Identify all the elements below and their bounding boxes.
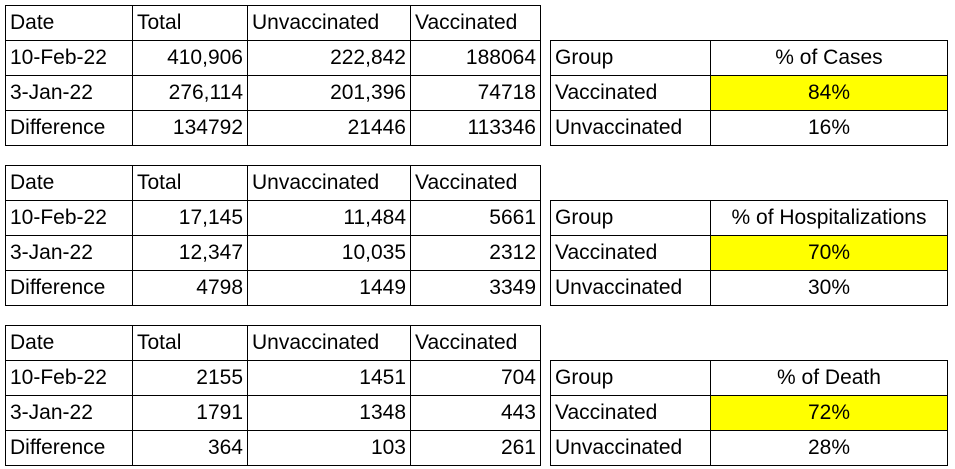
total-cell: 276,114 — [132, 75, 248, 111]
table-row: Difference 364 103 261 — [5, 430, 541, 466]
header-cell: Group — [550, 200, 711, 236]
vaccinated-cell: 74718 — [410, 75, 541, 111]
date-cell: Difference — [5, 270, 133, 306]
vaccinated-cell: 704 — [410, 360, 541, 396]
date-cell: 3-Jan-22 — [5, 395, 133, 431]
vaccinated-cell: 5661 — [410, 200, 541, 236]
table-row: Difference 134792 21446 113346 — [5, 110, 541, 146]
table-header-row: Group % of Hospitalizations — [550, 200, 948, 236]
table-header-row: Date Total Unvaccinated Vaccinated — [5, 5, 541, 41]
table-header-row: Group % of Cases — [550, 40, 948, 76]
table-row: 3-Jan-22 12,347 10,035 2312 — [5, 235, 541, 271]
deaths-data-table: Date Total Unvaccinated Vaccinated 10-Fe… — [5, 325, 541, 466]
table-row: 10-Feb-22 410,906 222,842 188064 — [5, 40, 541, 76]
table-row: Unvaccinated 30% — [550, 270, 948, 306]
group-cell: Unvaccinated — [550, 430, 711, 466]
header-cell: Vaccinated — [410, 165, 541, 201]
table-row: Difference 4798 1449 3349 — [5, 270, 541, 306]
header-cell: Unvaccinated — [247, 165, 411, 201]
hospitalizations-data-table: Date Total Unvaccinated Vaccinated 10-Fe… — [5, 165, 541, 306]
header-cell: Group — [550, 360, 711, 396]
unvaccinated-cell: 222,842 — [247, 40, 411, 76]
total-cell: 17,145 — [132, 200, 248, 236]
date-cell: Difference — [5, 430, 133, 466]
header-cell: Total — [132, 325, 248, 361]
date-cell: 10-Feb-22 — [5, 200, 133, 236]
unvaccinated-cell: 1451 — [247, 360, 411, 396]
vaccinated-cell: 3349 — [410, 270, 541, 306]
deaths-percent-table: Group % of Death Vaccinated 72% Unvaccin… — [550, 360, 948, 466]
unvaccinated-cell: 11,484 — [247, 200, 411, 236]
hospitalizations-percent-table: Group % of Hospitalizations Vaccinated 7… — [550, 200, 948, 306]
date-cell: 3-Jan-22 — [5, 75, 133, 111]
header-cell: Unvaccinated — [247, 325, 411, 361]
header-cell: Total — [132, 5, 248, 41]
cases-data-table: Date Total Unvaccinated Vaccinated 10-Fe… — [5, 5, 541, 146]
table-row: 10-Feb-22 17,145 11,484 5661 — [5, 200, 541, 236]
total-cell: 1791 — [132, 395, 248, 431]
table-header-row: Date Total Unvaccinated Vaccinated — [5, 325, 541, 361]
table-row: 3-Jan-22 276,114 201,396 74718 — [5, 75, 541, 111]
header-cell: % of Cases — [710, 40, 948, 76]
header-cell: % of Death — [710, 360, 948, 396]
percent-cell-highlighted: 72% — [710, 395, 948, 431]
table-row: 3-Jan-22 1791 1348 443 — [5, 395, 541, 431]
group-cell: Vaccinated — [550, 395, 711, 431]
header-cell: Date — [5, 325, 133, 361]
table-row: Vaccinated 72% — [550, 395, 948, 431]
vaccinated-cell: 113346 — [410, 110, 541, 146]
percent-cell-highlighted: 70% — [710, 235, 948, 271]
table-header-row: Date Total Unvaccinated Vaccinated — [5, 165, 541, 201]
unvaccinated-cell: 10,035 — [247, 235, 411, 271]
table-row: Unvaccinated 28% — [550, 430, 948, 466]
date-cell: 10-Feb-22 — [5, 360, 133, 396]
unvaccinated-cell: 1449 — [247, 270, 411, 306]
percent-cell-highlighted: 84% — [710, 75, 948, 111]
total-cell: 364 — [132, 430, 248, 466]
date-cell: 3-Jan-22 — [5, 235, 133, 271]
table-row: Vaccinated 70% — [550, 235, 948, 271]
percent-cell: 16% — [710, 110, 948, 146]
header-cell: Unvaccinated — [247, 5, 411, 41]
group-cell: Vaccinated — [550, 75, 711, 111]
vaccinated-cell: 2312 — [410, 235, 541, 271]
cases-percent-table: Group % of Cases Vaccinated 84% Unvaccin… — [550, 40, 948, 146]
table-row: 10-Feb-22 2155 1451 704 — [5, 360, 541, 396]
header-cell: Vaccinated — [410, 5, 541, 41]
unvaccinated-cell: 201,396 — [247, 75, 411, 111]
group-cell: Unvaccinated — [550, 110, 711, 146]
vaccinated-cell: 188064 — [410, 40, 541, 76]
header-cell: Date — [5, 165, 133, 201]
unvaccinated-cell: 21446 — [247, 110, 411, 146]
vaccinated-cell: 443 — [410, 395, 541, 431]
table-row: Unvaccinated 16% — [550, 110, 948, 146]
group-cell: Unvaccinated — [550, 270, 711, 306]
total-cell: 410,906 — [132, 40, 248, 76]
unvaccinated-cell: 1348 — [247, 395, 411, 431]
total-cell: 134792 — [132, 110, 248, 146]
group-cell: Vaccinated — [550, 235, 711, 271]
header-cell: % of Hospitalizations — [710, 200, 948, 236]
header-cell: Date — [5, 5, 133, 41]
table-header-row: Group % of Death — [550, 360, 948, 396]
total-cell: 12,347 — [132, 235, 248, 271]
table-row: Vaccinated 84% — [550, 75, 948, 111]
percent-cell: 30% — [710, 270, 948, 306]
total-cell: 2155 — [132, 360, 248, 396]
unvaccinated-cell: 103 — [247, 430, 411, 466]
header-cell: Total — [132, 165, 248, 201]
date-cell: Difference — [5, 110, 133, 146]
header-cell: Group — [550, 40, 711, 76]
header-cell: Vaccinated — [410, 325, 541, 361]
vaccinated-cell: 261 — [410, 430, 541, 466]
percent-cell: 28% — [710, 430, 948, 466]
date-cell: 10-Feb-22 — [5, 40, 133, 76]
total-cell: 4798 — [132, 270, 248, 306]
